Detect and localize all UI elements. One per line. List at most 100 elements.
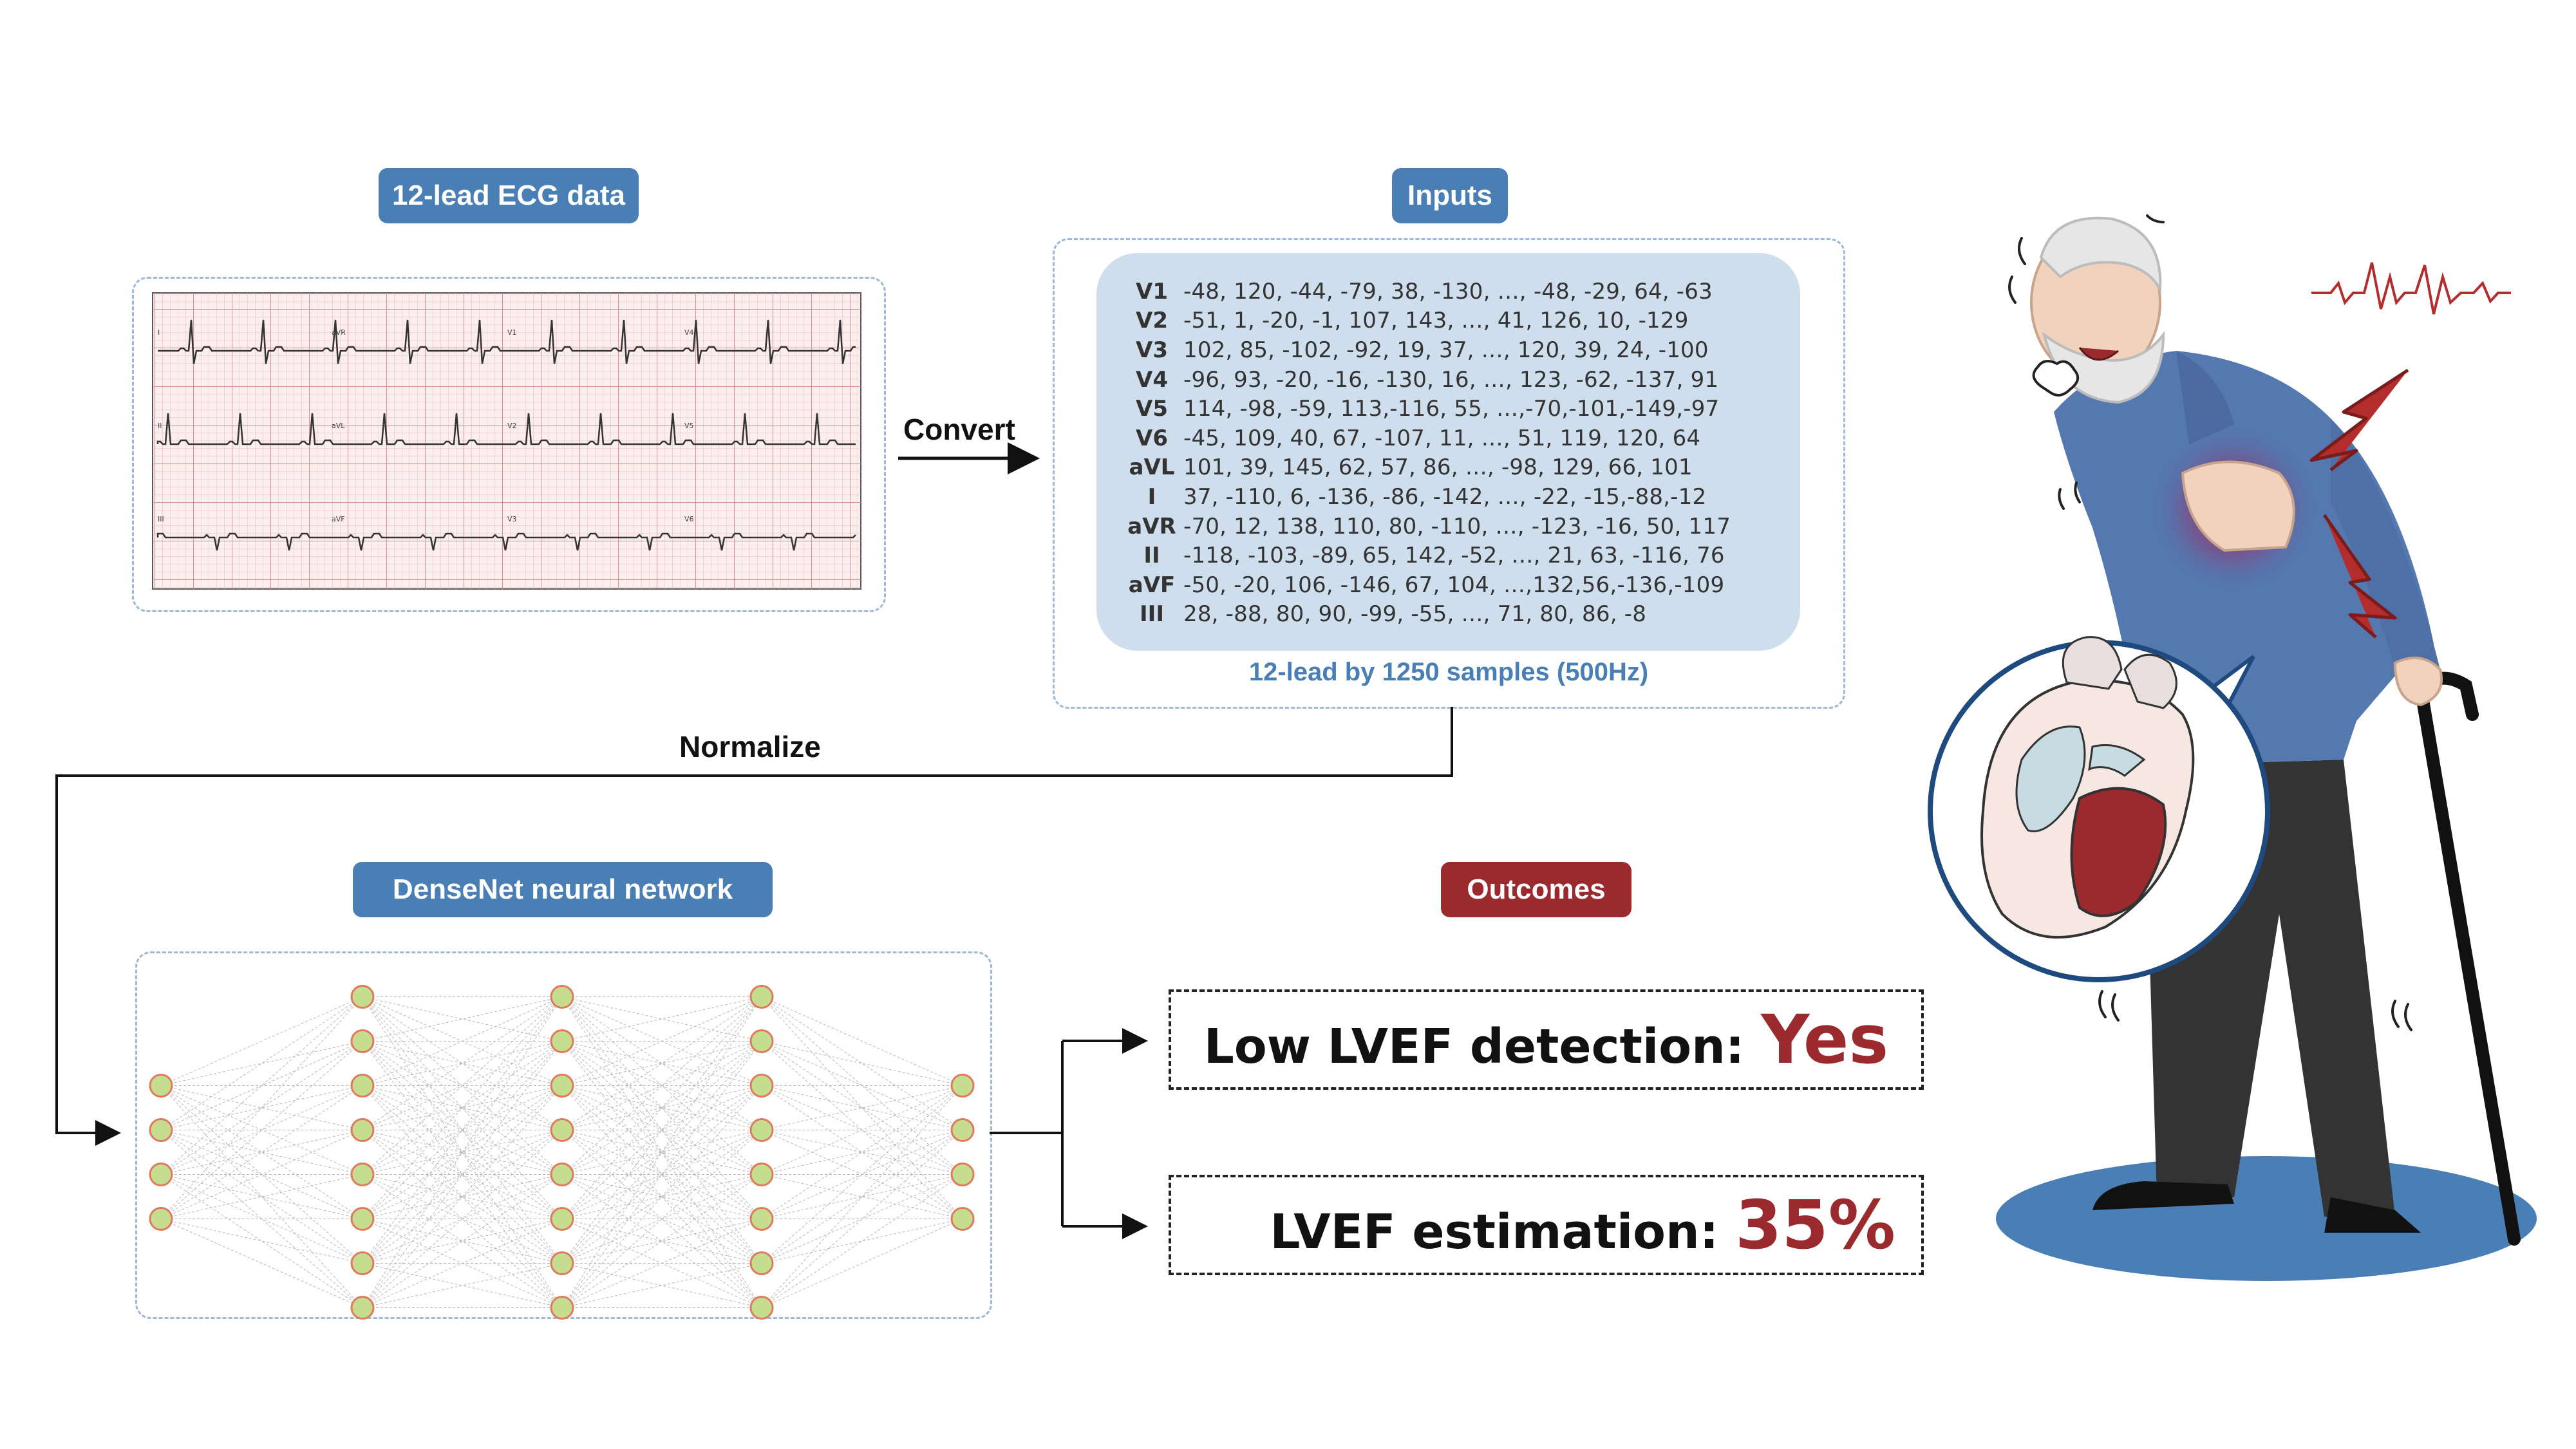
nn-edge	[561, 1041, 762, 1264]
nn-node	[950, 1118, 975, 1142]
inputs-row: aVF -50, -20, 106, -146, 67, 104, …,132,5…	[1120, 570, 1731, 600]
inputs-row: V4 -96, 93, -20, -16, -130, 16, …, 123, -…	[1120, 365, 1731, 395]
ecg-lead-mark: V4	[684, 328, 694, 337]
inputs-panel	[1096, 253, 1800, 651]
nn-edge	[362, 1130, 563, 1264]
nn-edge	[160, 1041, 363, 1086]
nn-edge	[362, 1130, 563, 1308]
nn-edge	[561, 996, 762, 1175]
nn-edge	[561, 996, 762, 1042]
nn-edge	[160, 1085, 363, 1130]
ecg-lead-mark: aVL	[332, 422, 345, 430]
nn-edge	[362, 1041, 563, 1130]
lead-values: -45, 109, 40, 67, -107, 11, …, 51, 119, …	[1183, 425, 1701, 451]
densenet-label: DenseNet neural network	[353, 862, 773, 917]
nn-node	[350, 1296, 375, 1320]
lead-name: aVR	[1127, 513, 1176, 539]
nn-edge	[362, 1130, 563, 1264]
output-arrows	[990, 1028, 1148, 1239]
outcomes-label: Outcomes	[1441, 862, 1631, 917]
inputs-row: V6 -45, 109, 40, 67, -107, 11, …, 51, 119…	[1120, 424, 1731, 453]
nn-node	[149, 1163, 173, 1186]
nn-edge	[362, 1219, 563, 1308]
lead-name: II	[1143, 543, 1160, 569]
estimation-outcome-box: LVEF estimation: 35%	[1169, 1175, 1924, 1275]
detection-label: Low LVEF detection:	[1203, 1019, 1745, 1074]
nn-edge	[561, 1041, 762, 1130]
nn-node	[350, 1074, 375, 1098]
nn-node	[149, 1074, 173, 1098]
nn-edge	[160, 1174, 363, 1308]
inputs-row: V2 -51, 1, -20, -1, 107, 143, …, 41, 126,…	[1120, 306, 1731, 336]
nn-edge	[561, 996, 762, 1042]
nn-edge	[362, 1130, 563, 1308]
nn-edge	[160, 1085, 363, 1308]
nn-edge	[561, 1219, 762, 1264]
nn-edge	[160, 996, 363, 1130]
lead-values: -48, 120, -44, -79, 38, -130, …, -48, -2…	[1183, 278, 1713, 304]
nn-edge	[362, 1085, 563, 1308]
nn-edge	[160, 1130, 363, 1175]
lead-values: 101, 39, 145, 62, 57, 86, …, -98, 129, 6…	[1183, 454, 1693, 481]
nn-node	[950, 1074, 975, 1098]
nn-edge	[561, 996, 762, 1308]
nn-node	[350, 1118, 375, 1142]
ecg-lead-mark: V1	[507, 328, 517, 337]
nn-edge	[160, 996, 363, 1219]
lead-name: I	[1147, 483, 1156, 510]
nn-edge	[362, 1174, 563, 1308]
nn-edge	[362, 996, 563, 1175]
nn-node	[350, 985, 375, 1009]
nn-node	[550, 1163, 574, 1186]
nn-edge	[561, 1174, 762, 1308]
normalize-connector	[55, 707, 1453, 1146]
lead-values: -50, -20, 106, -146, 67, 104, …,132,56,-…	[1183, 572, 1725, 598]
ecg-lead-mark: V3	[507, 515, 517, 523]
nn-edge	[362, 996, 563, 1086]
nn-edge	[362, 1041, 563, 1308]
ecg-lead-mark: II	[158, 422, 162, 430]
lead-name: V2	[1136, 308, 1168, 334]
nn-edge	[561, 996, 762, 1308]
nn-edge	[561, 996, 762, 1086]
nn-edge	[761, 1219, 963, 1308]
lead-values: 114, -98, -59, 113,-116, 55, …,-70,-101,…	[1183, 396, 1720, 422]
nn-edge	[761, 1041, 963, 1086]
nn-edge	[362, 996, 563, 1042]
nn-node	[350, 1029, 375, 1053]
nn-edge	[362, 996, 563, 1264]
inputs-row: III 28, -88, 80, 90, -99, -55, …, 71, 80,…	[1120, 600, 1731, 630]
neural-network-icon	[149, 985, 975, 1320]
lead-values: 28, -88, 80, 90, -99, -55, …, 71, 80, 86…	[1183, 601, 1647, 628]
ecg-lead-mark: aVR	[332, 328, 346, 337]
nn-edge	[561, 996, 762, 1219]
nn-edge	[160, 1085, 363, 1130]
nn-edge	[561, 1130, 762, 1308]
ecg-lead-mark: V5	[684, 422, 694, 430]
nn-edge	[362, 996, 563, 1219]
nn-edge	[362, 996, 563, 1042]
nn-node	[550, 1029, 574, 1053]
nn-edge	[761, 1085, 963, 1175]
lightning-bolt-icon	[2309, 368, 2409, 471]
nn-edge	[362, 996, 563, 1308]
nn-node	[550, 1207, 574, 1231]
inputs-frame	[1053, 238, 1845, 709]
nn-node	[550, 1251, 574, 1275]
nn-edge	[362, 1174, 563, 1219]
ecg-frame	[132, 277, 886, 612]
heart-cross-section-icon	[1928, 636, 2270, 982]
heartbeat-line-icon	[2311, 262, 2511, 315]
nn-edge	[561, 996, 762, 1130]
lead-values: 102, 85, -102, -92, 19, 37, …, 120, 39, …	[1183, 337, 1709, 363]
inputs-row: aVR -70, 12, 138, 110, 80, -110, …, -123,…	[1120, 512, 1731, 541]
nn-edge	[561, 1130, 762, 1264]
ecg-lead-mark: I	[158, 328, 160, 337]
estimation-value: 35%	[1735, 1186, 1895, 1264]
nn-edge	[362, 1174, 563, 1264]
nn-edge	[561, 1130, 762, 1264]
nn-edge	[561, 1041, 762, 1086]
nn-edge	[362, 1041, 563, 1219]
nn-node	[749, 1296, 774, 1320]
